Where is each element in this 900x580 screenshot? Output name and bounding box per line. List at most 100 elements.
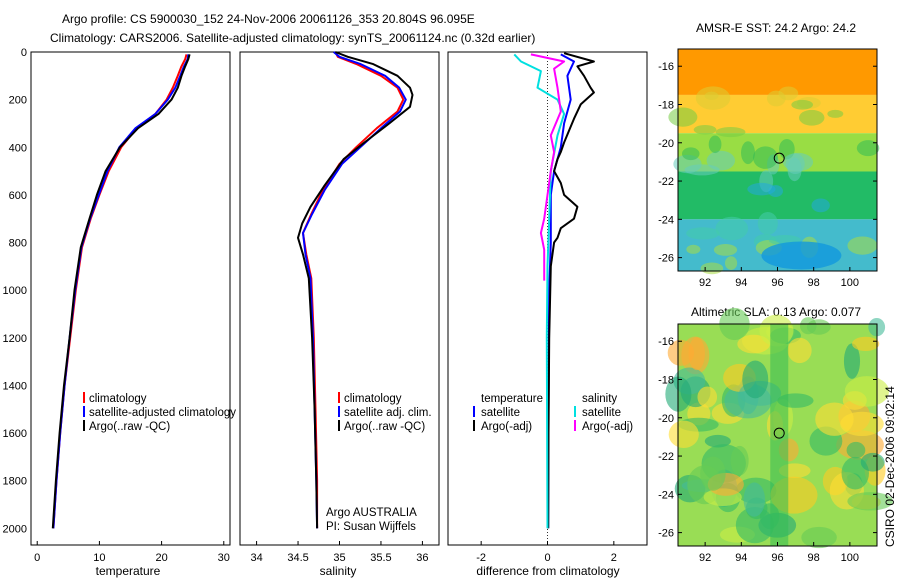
argo-location-marker	[773, 427, 785, 439]
difference-legend: temperature satellite Argo(-adj) salinit…	[473, 393, 633, 433]
depth-tick-label: 1400	[3, 380, 27, 392]
map-x-tick-label: 94	[735, 552, 747, 564]
x-tick-label: 0	[544, 552, 550, 564]
temperature-x-label: temperature	[96, 564, 161, 578]
map-y-tick-label: -20	[658, 138, 674, 150]
map-x-tick-label: 98	[808, 277, 820, 289]
series-line-temperature-argo-adj	[547, 52, 595, 529]
legend-label-sal-satellite: satellite	[582, 407, 621, 419]
map-y-tick-label: -16	[658, 336, 674, 348]
legend-label-argo: Argo(..raw -QC)	[89, 421, 170, 433]
sla-texture-patch	[844, 376, 890, 407]
legend-label-temp-satellite: satellite	[481, 407, 520, 419]
map-x-tick-label: 96	[771, 277, 783, 289]
map-y-tick-label: -24	[658, 489, 674, 501]
legend-label-temp-argo: Argo(-adj)	[481, 421, 532, 433]
sst-texture-patch	[791, 99, 814, 110]
depth-tick-label: 1000	[3, 285, 27, 297]
series-line-salinity-satellite	[513, 53, 566, 529]
x-tick-label: 0	[34, 552, 40, 564]
map-y-tick-label: -20	[658, 413, 674, 425]
float-owner-label: Argo AUSTRALIA	[326, 507, 417, 519]
header-line-1: Argo profile: CS 5900030_152 24-Nov-2006…	[62, 12, 475, 26]
sla-texture-patch	[847, 492, 894, 511]
sst-texture-patch	[708, 135, 722, 154]
sst-texture-patch	[798, 109, 825, 126]
sst-texture-patch	[757, 212, 778, 235]
temperature-panel: 0 10 20 30 temperature climatology satellit…	[30, 51, 236, 578]
map-y-tick-label: -22	[658, 451, 674, 463]
difference-panel: -2 0 2 difference from climatology tempera…	[447, 51, 648, 578]
map-y-tick-label: -18	[658, 100, 674, 112]
map-x-tick-label: 94	[735, 277, 747, 289]
sla-texture-patch	[799, 317, 817, 335]
sst-texture-patch	[827, 109, 844, 118]
sst-texture-patch	[787, 157, 802, 182]
sst-texture-patch	[700, 262, 724, 275]
header-line-2: Climatology: CARS2006. Satellite-adjuste…	[50, 31, 535, 45]
map-y-tick-label: -22	[658, 176, 674, 188]
x-tick-label: -2	[476, 552, 486, 564]
sla-texture-patch	[843, 343, 861, 379]
sst-texture-patch	[706, 150, 736, 171]
sst-texture-patch	[747, 182, 776, 196]
sst-map-title: AMSR-E SST: 24.2 Argo: 24.2	[696, 21, 856, 35]
map-x-tick-label: 98	[808, 552, 820, 564]
sst-texture-patch	[668, 107, 698, 127]
sst-texture-patch	[847, 236, 878, 255]
sst-texture-patch	[741, 141, 755, 165]
sla-texture-patch	[668, 420, 699, 449]
map-x-tick-label: 96	[771, 552, 783, 564]
salinity-plot-frame	[239, 51, 440, 546]
depth-tick-label: 1200	[3, 333, 27, 345]
depth-tick-label: 400	[9, 142, 27, 154]
map-y-tick-label: -16	[658, 61, 674, 73]
x-tick-label: 10	[93, 552, 105, 564]
depth-tick-label: 1600	[3, 428, 27, 440]
sla-texture-patch	[742, 360, 769, 399]
map-x-tick-label: 92	[699, 552, 711, 564]
difference-x-label: difference from climatology	[476, 564, 619, 578]
x-tick-label: 36	[416, 552, 428, 564]
map-y-tick-label: -24	[658, 214, 674, 226]
x-tick-label: 35.5	[370, 552, 391, 564]
sla-texture-patch	[700, 456, 726, 491]
sst-texture-patch	[856, 140, 880, 157]
sst-texture-patch	[752, 146, 778, 169]
sst-texture-patch	[681, 147, 700, 161]
sla-texture-patch	[667, 339, 695, 366]
sla-texture-patch	[860, 452, 885, 472]
sst-texture-patch	[724, 256, 738, 270]
map-y-tick-label: -18	[658, 375, 674, 387]
sst-texture-patch	[686, 244, 701, 254]
sst-texture-patch	[766, 90, 786, 107]
depth-tick-label: 0	[21, 47, 27, 59]
argo-location-marker	[773, 152, 785, 164]
legend-heading-temperature: temperature	[481, 393, 543, 405]
sla-texture-patch	[801, 526, 837, 549]
x-tick-label: 20	[155, 552, 167, 564]
legend-label-satellite-adjusted: satellite-adjusted climatology	[89, 407, 236, 419]
sla-texture-patch	[735, 506, 774, 544]
salinity-panel: 34 34.5 35 35.5 36 salinity climatology sate…	[239, 51, 440, 578]
depth-tick-label: 1800	[3, 476, 27, 488]
temperature-legend: climatology satellite-adjusted climatolo…	[83, 392, 236, 433]
legend-label-climatology: climatology	[89, 393, 147, 405]
x-tick-label: 34	[250, 552, 262, 564]
depth-tick-label: 2000	[3, 523, 27, 535]
sla-ridge	[770, 324, 789, 546]
sla-texture-patch	[743, 482, 766, 517]
sla-map-panel: Altimetric SLA: 0.13 Argo: 0.077 -16-18-…	[658, 305, 894, 564]
map-y-tick-label: -26	[658, 528, 674, 540]
salinity-legend: climatology satellite adj. clim. Argo(..…	[338, 392, 432, 433]
x-tick-label: 35	[333, 552, 345, 564]
legend-label-argo: Argo(..raw -QC)	[344, 421, 425, 433]
map-y-tick-label: -26	[658, 253, 674, 265]
sst-texture-patch	[686, 227, 720, 240]
credit-timestamp: CSIRO 02-Dec-2006 09:02:14	[883, 386, 897, 547]
sla-texture-patch	[815, 402, 854, 436]
map-x-tick-label: 92	[699, 277, 711, 289]
salinity-x-label: salinity	[320, 564, 357, 578]
depth-tick-label: 200	[9, 95, 27, 107]
